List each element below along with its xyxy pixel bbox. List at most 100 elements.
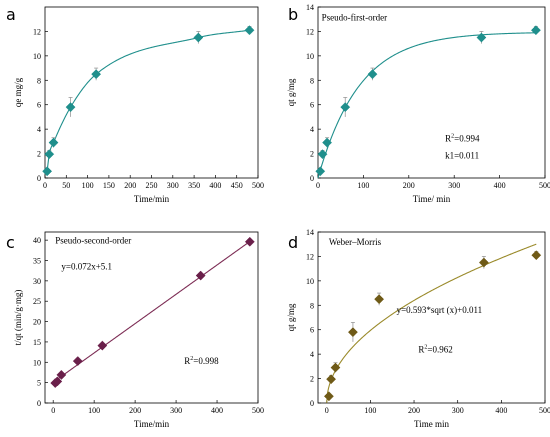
y-tick-label: 10 <box>306 52 314 61</box>
y-axis-label: qt g/mg <box>286 303 296 331</box>
data-point <box>340 102 351 113</box>
y-tick-label: 2 <box>37 150 41 159</box>
x-tick-label: 0 <box>43 181 47 190</box>
y-tick-label: 10 <box>306 277 314 286</box>
x-axis-label: Time min <box>414 419 449 429</box>
y-tick-label: 20 <box>33 318 41 327</box>
annotation: y=0.072x+5.1 <box>61 261 112 271</box>
fit-line <box>52 241 251 383</box>
data-point <box>326 374 337 385</box>
data-point <box>52 376 63 387</box>
y-tick-label: 4 <box>310 350 314 359</box>
y-tick-label: 6 <box>310 101 314 110</box>
x-tick-label: 0 <box>51 406 55 415</box>
y-tick-label: 2 <box>310 150 314 159</box>
data-point <box>42 166 53 177</box>
x-tick-label: 200 <box>124 181 136 190</box>
plot-frame <box>317 6 546 179</box>
x-tick-label: 100 <box>357 181 369 190</box>
x-axis-label: Time/ min <box>413 194 451 204</box>
x-tick-label: 200 <box>129 406 141 415</box>
y-tick-label: 10 <box>33 52 41 61</box>
data-point <box>195 270 206 281</box>
data-point <box>44 149 55 160</box>
x-tick-label: 0 <box>316 181 320 190</box>
x-axis-label: Time/min <box>134 419 170 429</box>
fit-line <box>317 32 536 179</box>
annotation: Pseudo-first-order <box>322 12 387 22</box>
annotation: k1=0.011 <box>445 150 479 160</box>
data-point <box>317 149 328 160</box>
data-point <box>347 327 358 338</box>
y-tick-label: 0 <box>37 399 41 408</box>
panel-letter: a <box>6 5 16 24</box>
y-tick-label: 35 <box>33 257 41 266</box>
x-tick-label: 500 <box>252 181 264 190</box>
x-tick-label: 300 <box>170 406 182 415</box>
panel-letter: d <box>288 233 298 252</box>
y-tick-label: 6 <box>37 101 41 110</box>
chart-panel-b: b 0 100 200 300 400 500 0 2 4 6 8 10 12 14 Time/ min qt … <box>286 3 550 204</box>
data-point <box>476 32 487 43</box>
x-tick-label: 150 <box>103 181 115 190</box>
data-point <box>374 294 385 305</box>
data-point <box>193 32 204 43</box>
data-point <box>531 250 542 261</box>
x-tick-label: 100 <box>82 181 94 190</box>
fit-line <box>46 29 250 172</box>
y-axis-label: t/qt (min/g·mg) <box>13 290 23 346</box>
x-tick-label: 400 <box>494 181 506 190</box>
y-tick-label: 12 <box>33 27 41 36</box>
annotation: Pseudo-second-order <box>55 235 131 245</box>
x-tick-label: 400 <box>211 406 223 415</box>
y-tick-label: 8 <box>310 76 314 85</box>
data-point <box>530 25 541 36</box>
y-tick-label: 0 <box>37 174 41 183</box>
x-tick-label: 200 <box>408 406 420 415</box>
y-tick-label: 12 <box>306 252 314 261</box>
y-tick-label: 5 <box>37 379 41 388</box>
annotation: R2=0.962 <box>418 344 452 354</box>
chart-panel-c: c 0 100 200 300 400 500 0 5 10 15 20 25 30 35 40 Time/mi… <box>6 231 264 429</box>
y-tick-label: 12 <box>306 27 314 36</box>
data-point <box>97 340 108 351</box>
y-axis-label: qe mg/g <box>13 77 23 107</box>
data-point <box>478 257 489 268</box>
y-tick-label: 4 <box>37 125 41 134</box>
x-tick-label: 300 <box>167 181 179 190</box>
annotation: Weber–Morris <box>329 237 382 247</box>
y-tick-label: 10 <box>33 358 41 367</box>
data-point <box>91 69 102 80</box>
x-tick-label: 100 <box>364 406 376 415</box>
data-point <box>56 369 67 380</box>
x-tick-label: 300 <box>448 181 460 190</box>
plot-frame <box>317 231 546 404</box>
annotation: y=0.593*sqrt (x)+0.011 <box>397 305 483 315</box>
y-tick-label: 2 <box>310 375 314 384</box>
x-tick-label: 100 <box>88 406 100 415</box>
y-tick-label: 8 <box>37 76 41 85</box>
data-point <box>65 102 76 113</box>
x-tick-label: 500 <box>252 406 264 415</box>
y-tick-label: 14 <box>306 228 314 237</box>
chart-panel-a: a 0 50 100 150 200 250 300 350 400 450 500 0 2 4 6 8 10 12… <box>6 5 264 204</box>
y-axis-label: qt g/mg <box>286 78 296 106</box>
y-tick-label: 6 <box>310 326 314 335</box>
x-tick-label: 400 <box>495 406 507 415</box>
data-point <box>48 137 59 148</box>
data-point <box>323 391 334 402</box>
y-tick-label: 4 <box>310 125 314 134</box>
x-tick-label: 450 <box>231 181 243 190</box>
x-tick-label: 200 <box>403 181 415 190</box>
x-tick-label: 500 <box>539 181 550 190</box>
data-point <box>367 69 378 80</box>
x-tick-label: 500 <box>539 406 550 415</box>
y-tick-label: 15 <box>33 338 41 347</box>
data-point <box>330 362 341 373</box>
y-tick-label: 8 <box>310 301 314 310</box>
data-point <box>315 166 326 177</box>
data-point <box>244 236 255 247</box>
chart-panel-d: d 0 100 200 300 400 500 0 2 4 6 8 10 12 14 Time min qt g… <box>286 228 550 429</box>
fit-line <box>326 243 537 403</box>
